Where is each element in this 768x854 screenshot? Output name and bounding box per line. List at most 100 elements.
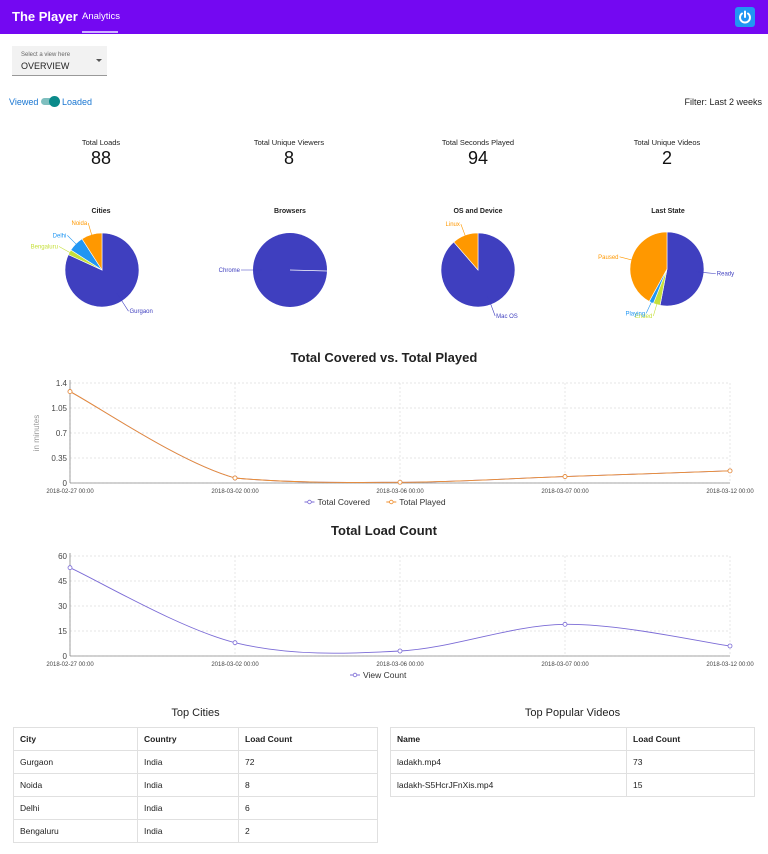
toggle-knob[interactable]	[49, 96, 60, 107]
pie-chart-browsers: Chrome	[219, 233, 328, 307]
x-tick-label: 2018-03-12 00:00	[706, 662, 754, 668]
table-cell: India	[137, 796, 239, 820]
table-row: Noida India 8	[13, 773, 378, 797]
y-tick-label: 0	[63, 652, 68, 661]
chart-title-load-count: Total Load Count	[331, 523, 437, 538]
y-tick-label: 15	[58, 627, 67, 636]
app-title: The Player	[12, 9, 78, 24]
y-axis-label: in minutes	[32, 415, 41, 451]
pie-label-mac-os: Mac OS	[496, 314, 518, 320]
stat-total-loads: Total Loads 88	[16, 138, 186, 169]
stat-value: 88	[90, 148, 112, 168]
view-select-value: OVERVIEW	[21, 61, 70, 71]
pie-label-gurgaon: Gurgaon	[129, 309, 152, 315]
stat-total-seconds-played: Total Seconds Played 94	[393, 138, 563, 169]
legend-item-total-covered[interactable]: Total Covered	[304, 497, 371, 507]
pie-label-chrome: Chrome	[219, 268, 241, 274]
filter-label: Filter: Last 2 weeks	[684, 97, 762, 107]
top-cities-table: City Country Load Count Gurgaon India 72…	[13, 727, 378, 843]
table-row: ladakh-S5HcrJFnXis.mp4 15	[390, 773, 755, 797]
tab-analytics[interactable]: Analytics	[82, 11, 121, 22]
power-icon	[739, 10, 751, 24]
legend-label: Total Played	[399, 497, 446, 507]
tab-active-indicator	[82, 31, 118, 33]
pie-title-browsers: Browsers	[274, 208, 306, 215]
chart-title-covered-vs-played: Total Covered vs. Total Played	[290, 350, 478, 365]
x-tick-label: 2018-03-06 00:00	[376, 662, 424, 668]
y-tick-label: 0	[63, 479, 68, 488]
table-cell: 8	[238, 773, 378, 797]
data-point[interactable]	[232, 475, 238, 481]
data-point[interactable]	[232, 640, 238, 646]
data-point[interactable]	[67, 389, 73, 394]
stat-value: 8	[283, 148, 294, 168]
table-row: Delhi India 6	[13, 796, 378, 820]
table-row: ladakh.mp4 73	[390, 750, 755, 774]
x-tick-label: 2018-03-02 00:00	[211, 662, 259, 668]
legend-item-view-count[interactable]: View Count	[350, 670, 407, 680]
stat-label: Total Unique Videos	[633, 138, 701, 147]
caret-down-icon	[96, 59, 102, 62]
pie-title-cities: Cities	[91, 208, 111, 215]
table-cell: 73	[626, 750, 755, 774]
table-row: Gurgaon India 72	[13, 750, 378, 774]
y-tick-label: 1.4	[56, 379, 68, 388]
data-point[interactable]	[562, 474, 568, 479]
table-cell: Noida	[13, 773, 138, 797]
line-chart-load-count: 0 15 30 45 60 2018-02-27 00:00 2018-03-02 00:0…	[46, 552, 754, 680]
y-tick-label: 60	[58, 552, 67, 561]
pie-label-delhi: Delhi	[53, 233, 67, 239]
legend-item-total-played[interactable]: Total Played	[386, 497, 446, 507]
top-videos-table: Name Load Count ladakh.mp4 73 ladakh-S5H…	[390, 727, 755, 797]
data-point[interactable]	[727, 468, 733, 474]
y-tick-label: 1.05	[51, 404, 67, 413]
column-header-load-count: Load Count	[238, 727, 378, 751]
table-cell: India	[137, 750, 239, 774]
table-cell: Bengaluru	[13, 819, 138, 843]
table-cell: 2	[238, 819, 378, 843]
table-cell: India	[137, 819, 239, 843]
pie-label-playing: Playing	[625, 311, 645, 317]
table-cell: 72	[238, 750, 378, 774]
data-point[interactable]	[397, 479, 403, 485]
table-cell: Delhi	[13, 796, 138, 820]
y-tick-label: 0.35	[51, 454, 67, 463]
pie-chart-os-device: Mac OS Linux	[440, 222, 518, 320]
x-tick-label: 2018-02-27 00:00	[46, 489, 94, 495]
data-point[interactable]	[67, 565, 73, 571]
table-cell: ladakh-S5HcrJFnXis.mp4	[390, 773, 627, 797]
table-cell: 6	[238, 796, 378, 820]
view-select-label: Select a view here	[21, 52, 71, 58]
table-cell: 15	[626, 773, 755, 797]
column-header-city: City	[13, 727, 138, 751]
column-header-country: Country	[137, 727, 239, 751]
data-point[interactable]	[562, 621, 568, 627]
pie-label-linux: Linux	[446, 222, 460, 228]
x-tick-label: 2018-03-07 00:00	[541, 662, 589, 668]
pie-title-last-state: Last State	[651, 208, 685, 215]
viewed-loaded-toggle[interactable]	[41, 96, 60, 107]
stat-total-unique-viewers: Total Unique Viewers 8	[204, 138, 374, 169]
stat-label: Total Seconds Played	[441, 138, 515, 147]
y-tick-label: 0.7	[56, 429, 68, 438]
table-header-row: Name Load Count	[390, 727, 755, 751]
x-tick-label: 2018-03-07 00:00	[541, 489, 589, 495]
data-point[interactable]	[727, 643, 733, 649]
stat-label: Total Loads	[81, 138, 121, 147]
table-cell: Gurgaon	[13, 750, 138, 774]
x-tick-label: 2018-03-12 00:00	[706, 489, 754, 495]
x-tick-label: 2018-03-02 00:00	[211, 489, 259, 495]
line-chart-covered-vs-played: 0 0.35 0.7 1.05 1.4 2018-02-27 00:00 2018-03-0…	[32, 379, 754, 507]
pie-title-os-device: OS and Device	[453, 208, 503, 215]
pie-chart-cities: Gurgaon Bengaluru Delhi Noida	[31, 221, 153, 315]
view-select[interactable]: Select a view here OVERVIEW	[12, 46, 107, 76]
data-point[interactable]	[397, 648, 403, 654]
power-button[interactable]	[735, 7, 755, 27]
y-tick-label: 30	[58, 602, 67, 611]
column-header-load-count: Load Count	[626, 727, 755, 751]
column-header-name: Name	[390, 727, 627, 751]
x-tick-label: 2018-02-27 00:00	[46, 662, 94, 668]
toggle-label-loaded: Loaded	[62, 97, 93, 107]
x-tick-label: 2018-03-06 00:00	[376, 489, 424, 495]
